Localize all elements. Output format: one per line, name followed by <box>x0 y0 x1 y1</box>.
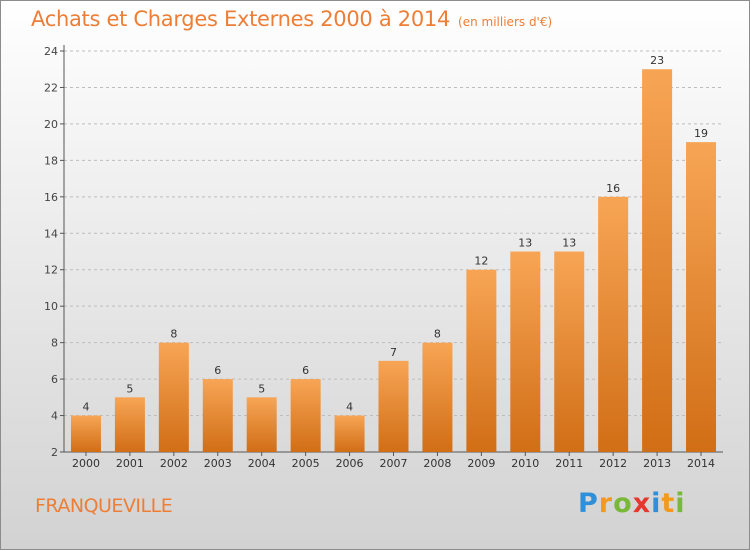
data-label: 13 <box>518 237 532 250</box>
logo-letter: P <box>578 488 599 519</box>
logo-letter: i <box>675 488 686 519</box>
x-tick-label: 2012 <box>599 457 627 470</box>
x-tick-label: 2009 <box>467 457 495 470</box>
data-label: 6 <box>214 364 221 377</box>
bar <box>554 251 585 452</box>
data-label: 23 <box>650 54 664 67</box>
x-tick-label: 2003 <box>204 457 232 470</box>
data-label: 5 <box>258 382 265 395</box>
x-tick-label: 2005 <box>292 457 320 470</box>
bars <box>70 69 717 453</box>
y-tick-label: 4 <box>51 410 58 423</box>
data-label: 6 <box>302 364 309 377</box>
x-tick-label: 2013 <box>643 457 671 470</box>
bar <box>70 415 101 452</box>
data-label: 7 <box>390 346 397 359</box>
data-label: 5 <box>126 382 133 395</box>
data-label: 16 <box>606 182 620 195</box>
x-tick-label: 2014 <box>687 457 715 470</box>
x-tick-labels: 2000 2001 2002 2003 2004 2005 2006 2007 2008 2009… <box>72 457 715 470</box>
bar <box>114 397 145 452</box>
logo-letter: r <box>598 488 614 519</box>
x-tick-label: 2010 <box>511 457 539 470</box>
data-label: 8 <box>170 328 177 341</box>
data-label: 19 <box>694 127 708 140</box>
data-label: 13 <box>562 237 576 250</box>
bar <box>158 342 189 452</box>
chart-title: Achats et Charges Externes 2000 à 2014 (e… <box>31 7 552 31</box>
x-tick-label: 2000 <box>72 457 100 470</box>
data-label: 8 <box>434 328 441 341</box>
x-tick-label: 2006 <box>336 457 364 470</box>
bar <box>466 269 497 452</box>
y-tick-label: 10 <box>44 300 58 313</box>
y-tick-label: 14 <box>44 227 58 240</box>
logo-letter: i <box>651 488 662 519</box>
x-tick-label: 2002 <box>160 457 188 470</box>
y-tick-label: 18 <box>44 154 58 167</box>
bar <box>422 342 453 452</box>
bar <box>598 196 629 452</box>
y-tick-label: 2 <box>51 446 58 459</box>
chart-subtitle: (en milliers d'€) <box>458 15 553 29</box>
bar <box>642 69 673 453</box>
bar <box>334 415 365 452</box>
y-tick-label: 22 <box>44 81 58 94</box>
x-tick-label: 2001 <box>116 457 144 470</box>
bar <box>246 397 277 452</box>
y-tick-label: 8 <box>51 337 58 350</box>
x-tick-label: 2011 <box>555 457 583 470</box>
logo-letter: o <box>613 488 633 519</box>
data-label: 4 <box>346 401 353 414</box>
y-tick-label: 6 <box>51 373 58 386</box>
location-name: FRANQUEVILLE <box>35 495 173 517</box>
y-tick-label: 12 <box>44 264 58 277</box>
bar <box>510 251 541 452</box>
bar <box>378 360 409 452</box>
bar <box>686 142 717 453</box>
bar <box>290 379 321 452</box>
x-tick-label: 2007 <box>380 457 408 470</box>
data-label: 4 <box>82 401 89 414</box>
data-labels: 4 5 8 6 5 6 4 7 8 12 13 13 16 23 19 <box>82 54 708 413</box>
proxiti-logo: Proxiti <box>578 488 686 519</box>
chart-title-text: Achats et Charges Externes 2000 à 2014 <box>31 7 451 31</box>
logo-letter: t <box>661 488 676 519</box>
data-label: 12 <box>474 255 488 268</box>
x-tick-label: 2004 <box>248 457 276 470</box>
x-tick-label: 2008 <box>423 457 451 470</box>
y-tick-label: 16 <box>44 191 58 204</box>
y-tick-label: 24 <box>44 45 58 58</box>
y-tick-label: 20 <box>44 118 58 131</box>
logo-letter: x <box>632 488 652 519</box>
bar <box>202 379 233 452</box>
